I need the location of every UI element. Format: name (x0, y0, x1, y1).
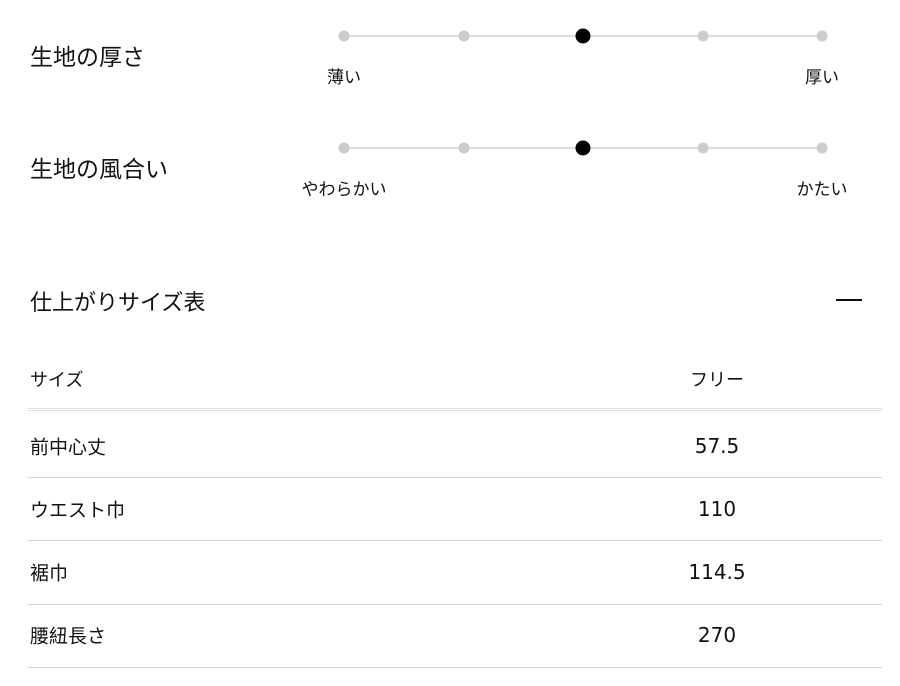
scale-max-label: かたい (796, 180, 848, 200)
table-row: 腰紐長さ 270 (28, 604, 882, 668)
row-label: 前中心丈 (30, 436, 107, 458)
row-label: 腰紐長さ (30, 625, 107, 648)
scale-dot[interactable] (816, 142, 828, 154)
scale-dot[interactable] (458, 142, 469, 154)
scale-max-label: 厚い (805, 68, 839, 88)
scale-dot-selected[interactable] (575, 28, 591, 44)
scale-dot[interactable] (338, 30, 350, 42)
row-label: 裾巾 (30, 562, 69, 585)
table-row: 裾巾 114.5 (28, 541, 882, 605)
row-value: 270 (697, 623, 737, 648)
scale-dot[interactable] (697, 30, 708, 42)
row-label: ウエスト巾 (30, 499, 126, 522)
row-value: 114.5 (688, 560, 746, 585)
table-row: 前中心丈 57.5 (28, 414, 882, 478)
row-value: 57.5 (694, 433, 740, 458)
size-table-header: サイズ フリー (28, 350, 882, 411)
scale-dot[interactable] (458, 30, 469, 42)
row-value: 110 (697, 496, 737, 521)
scale-dot[interactable] (338, 142, 350, 154)
scale-dot-selected[interactable] (575, 140, 591, 156)
scale-min-label: やわらかい (301, 180, 387, 200)
size-table-title: 仕上がりサイズ表 (30, 291, 206, 316)
header-label: サイズ (30, 370, 84, 391)
scale-dot[interactable] (697, 142, 708, 154)
header-value: フリー (690, 370, 744, 391)
scale-title: 生地の風合い (30, 157, 168, 183)
scale-dot[interactable] (816, 30, 828, 42)
minus-icon[interactable] (836, 299, 862, 301)
scale-min-label: 薄い (327, 68, 361, 88)
table-row: ウエスト巾 110 (28, 477, 882, 542)
scale-title: 生地の厚さ (30, 45, 145, 71)
